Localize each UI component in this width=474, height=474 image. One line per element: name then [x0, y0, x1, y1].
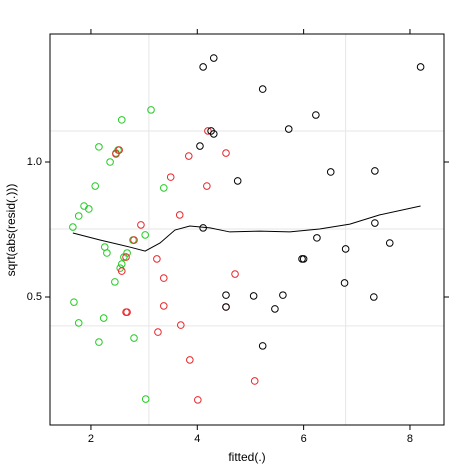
point [222, 149, 230, 157]
point [279, 291, 287, 299]
point [341, 245, 350, 253]
point [106, 158, 114, 166]
point [80, 202, 88, 210]
point [184, 152, 193, 160]
point [153, 255, 161, 263]
point [115, 146, 123, 154]
point [222, 303, 230, 311]
point [159, 274, 168, 282]
point [312, 111, 320, 119]
point [371, 219, 379, 227]
plot-frame [49, 33, 445, 426]
x-tick-label: 6 [301, 433, 307, 445]
point [69, 223, 77, 231]
point [154, 328, 162, 336]
point [326, 168, 335, 176]
point [231, 270, 239, 278]
point [258, 342, 267, 350]
point [91, 182, 99, 190]
point [233, 177, 242, 185]
point [122, 253, 130, 261]
x-tick-label: 4 [194, 433, 200, 445]
point [95, 143, 103, 151]
point [250, 377, 259, 385]
point [196, 142, 204, 150]
y-tick-label: 0.5 [27, 291, 42, 303]
point [74, 319, 83, 327]
point [186, 356, 194, 364]
point [123, 249, 131, 257]
point [371, 167, 379, 175]
point [209, 130, 218, 138]
point [249, 292, 258, 300]
point [271, 305, 279, 313]
point [222, 291, 230, 299]
y-axis-title: sqrt(abs(resid(.))) [4, 184, 18, 277]
point [159, 302, 168, 310]
point [130, 334, 138, 342]
point [137, 221, 145, 229]
point [299, 255, 308, 263]
point [117, 267, 126, 275]
point [175, 211, 184, 219]
x-tick-label: 8 [407, 433, 413, 445]
point [111, 278, 119, 286]
point [416, 63, 425, 71]
point [385, 239, 394, 247]
point [203, 182, 211, 190]
point [159, 184, 168, 192]
smooth-line [72, 205, 421, 252]
y-tick-label: 1.0 [27, 156, 42, 168]
point [370, 293, 378, 301]
point [103, 249, 111, 257]
point [194, 396, 202, 404]
point [284, 125, 293, 133]
point [123, 308, 131, 316]
point [117, 116, 126, 124]
point [70, 298, 78, 306]
point [141, 231, 149, 239]
point [130, 236, 138, 244]
point [199, 63, 207, 71]
point [95, 338, 103, 346]
point [74, 212, 83, 220]
point [85, 205, 93, 213]
x-axis-title: fitted(.) [228, 450, 265, 464]
point [141, 395, 150, 403]
point [340, 279, 349, 287]
point [147, 106, 155, 114]
point [99, 314, 108, 322]
point [258, 85, 267, 93]
x-tick-label: 2 [88, 433, 94, 445]
point [177, 321, 185, 329]
point [313, 234, 321, 242]
point [117, 260, 126, 268]
point [166, 173, 175, 181]
point [204, 127, 212, 135]
point [209, 54, 218, 62]
